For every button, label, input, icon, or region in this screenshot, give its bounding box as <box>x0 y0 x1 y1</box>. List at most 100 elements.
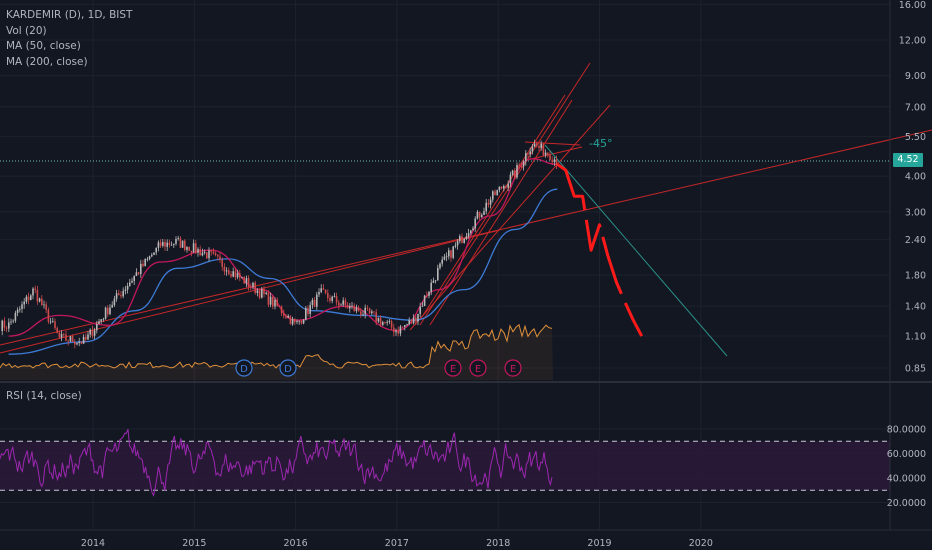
candle-body <box>386 321 388 323</box>
projection-path[interactable] <box>556 163 644 337</box>
candle-body <box>489 199 492 205</box>
candle-body <box>426 295 428 297</box>
candle-body <box>47 309 50 322</box>
rsi-series <box>0 429 553 497</box>
candle-body <box>153 252 155 255</box>
price-tick-label: 16.00 <box>899 0 926 11</box>
candle-body <box>170 244 173 246</box>
event-marker[interactable] <box>444 359 462 377</box>
candle-body <box>10 321 12 323</box>
event-marker[interactable] <box>279 359 297 377</box>
channel-inner[interactable] <box>429 99 573 326</box>
candle-body <box>509 174 512 184</box>
candle-body <box>239 273 241 278</box>
candle-body <box>188 247 190 251</box>
moving-averages <box>8 158 558 355</box>
event-marker[interactable] <box>235 359 253 377</box>
candle-body <box>357 307 360 312</box>
candle-body <box>316 294 318 307</box>
channel-mid[interactable] <box>409 104 611 331</box>
candle-body <box>54 321 56 329</box>
candle-body <box>474 218 476 229</box>
candle-body <box>492 191 494 200</box>
candle-body <box>408 320 410 325</box>
price-tick-label: 2.40 <box>905 235 926 246</box>
candle-body <box>547 152 549 155</box>
channel-lower[interactable] <box>419 94 566 321</box>
candle-body <box>276 299 278 307</box>
price-tick-label: 0.85 <box>905 364 926 375</box>
candle-body <box>142 263 144 267</box>
candle-body <box>69 336 72 342</box>
triangle-bottom[interactable] <box>526 146 583 161</box>
legend-symbol[interactable]: KARDEMIR (D), 1D, BIST <box>6 9 133 21</box>
candle-body <box>52 321 54 323</box>
candle-body <box>56 328 58 333</box>
legend-ma-fast[interactable]: MA (50, close) <box>6 40 81 52</box>
candle-body <box>377 317 380 322</box>
decline-line[interactable] <box>544 144 728 357</box>
candle-body <box>78 341 80 344</box>
candle-body <box>38 298 41 302</box>
candle-body <box>175 238 177 244</box>
candle-body <box>21 304 23 310</box>
time-tick-label: 2015 <box>182 538 206 549</box>
price-tick-label: 1.80 <box>905 271 926 282</box>
event-marker[interactable] <box>469 359 487 377</box>
candle-body <box>338 302 340 306</box>
channel-upper[interactable] <box>419 62 591 326</box>
candle-body <box>58 332 61 338</box>
candle-body <box>203 252 206 253</box>
candle-body <box>265 292 267 294</box>
candle-body <box>67 340 69 342</box>
candle-body <box>173 243 175 245</box>
candle-body <box>322 288 325 290</box>
candle-body <box>439 263 441 269</box>
candle-body <box>214 253 217 256</box>
candle-body <box>423 295 426 306</box>
candle-body <box>8 322 10 329</box>
candle-body <box>478 211 481 218</box>
candle-body <box>230 274 232 277</box>
candle-body <box>340 304 342 306</box>
candle-body <box>461 236 463 243</box>
event-marker[interactable] <box>504 359 522 377</box>
candle-body <box>166 242 168 247</box>
candle-body <box>162 242 164 246</box>
candle-body <box>355 307 358 311</box>
chart-legend: KARDEMIR (D), 1D, BIST Vol (20) MA (50, … <box>6 8 132 70</box>
candle-body <box>335 296 338 303</box>
candle-body <box>228 270 230 275</box>
candle-body <box>522 161 525 167</box>
candle-body <box>23 301 25 305</box>
candle-body <box>137 272 140 274</box>
legend-ma-slow[interactable]: MA (200, close) <box>6 55 88 68</box>
candle-body <box>221 259 223 267</box>
candle-body <box>434 280 437 282</box>
candle-body <box>472 228 474 231</box>
candle-body <box>206 252 208 259</box>
candle-body <box>195 243 197 253</box>
candle-body <box>122 290 124 297</box>
candle-body <box>219 256 221 260</box>
candle-body <box>544 152 547 156</box>
candle-body <box>80 341 83 344</box>
projection-line[interactable] <box>556 163 644 337</box>
candle-body <box>371 311 373 314</box>
candle-body <box>404 325 406 327</box>
trendline-support[interactable] <box>0 229 501 354</box>
candle-body <box>65 334 67 341</box>
candle-body <box>417 313 419 322</box>
angle-annotation: -45° <box>589 137 612 150</box>
rsi-legend[interactable]: RSI (14, close) <box>6 390 82 402</box>
triangle-top[interactable] <box>524 141 581 146</box>
candle-body <box>362 314 364 316</box>
candle-body <box>531 146 534 152</box>
candle-body <box>419 306 421 314</box>
rsi-tick-label: 80.0000 <box>887 425 926 436</box>
legend-volume[interactable]: Vol (20) <box>6 24 47 37</box>
candle-body <box>327 292 329 298</box>
candle-body <box>454 245 457 247</box>
